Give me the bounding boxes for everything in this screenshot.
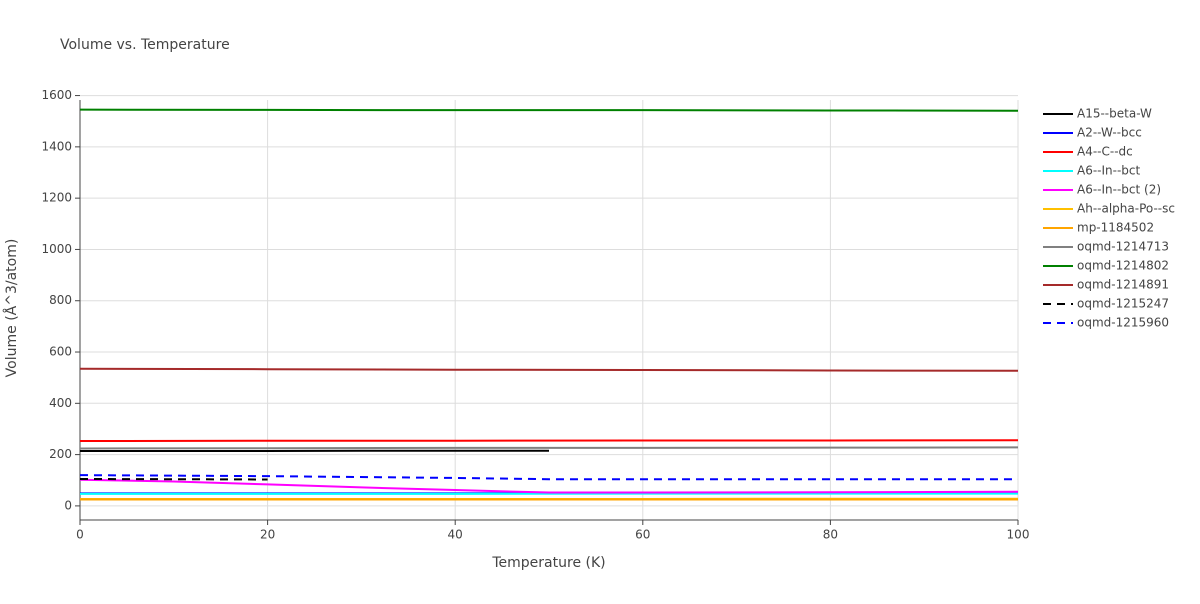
y-axis-title: Volume (Å^3/atom) xyxy=(3,239,20,378)
chart-title: Volume vs. Temperature xyxy=(60,37,230,53)
y-tick-label: 0 xyxy=(64,498,72,512)
legend-label: oqmd-1215247 xyxy=(1077,297,1169,311)
x-tick-label: 40 xyxy=(448,528,463,542)
legend-label: oqmd-1215960 xyxy=(1077,316,1169,330)
series-line xyxy=(80,110,1018,111)
x-tick-label: 20 xyxy=(260,528,275,542)
legend-label: A6--In--bct (2) xyxy=(1077,183,1161,197)
legend-label: mp-1184502 xyxy=(1077,221,1154,235)
y-tick-label: 1600 xyxy=(41,88,72,102)
legend-label: A15--beta-W xyxy=(1077,107,1152,121)
legend-label: oqmd-1214891 xyxy=(1077,278,1169,292)
y-tick-label: 1000 xyxy=(41,242,72,256)
y-tick-label: 600 xyxy=(49,345,72,359)
x-tick-label: 60 xyxy=(635,528,650,542)
series-line xyxy=(80,447,1018,448)
legend-label: oqmd-1214713 xyxy=(1077,240,1169,254)
x-tick-label: 80 xyxy=(823,528,838,542)
x-tick-label: 100 xyxy=(1007,528,1030,542)
legend-label: Ah--alpha-Po--sc xyxy=(1077,202,1175,216)
y-tick-label: 800 xyxy=(49,293,72,307)
y-tick-label: 400 xyxy=(49,396,72,410)
series-line xyxy=(80,440,1018,441)
series-line xyxy=(80,369,1018,371)
y-tick-label: 1200 xyxy=(41,191,72,205)
x-tick-label: 0 xyxy=(76,528,84,542)
series-line xyxy=(80,479,268,480)
x-axis-title: Temperature (K) xyxy=(491,555,605,571)
series-line xyxy=(80,480,1018,493)
legend-label: A4--C--dc xyxy=(1077,145,1133,159)
legend-label: A2--W--bcc xyxy=(1077,126,1142,140)
legend-label: A6--In--bct xyxy=(1077,164,1141,178)
legend-label: oqmd-1214802 xyxy=(1077,259,1169,273)
y-tick-label: 200 xyxy=(49,447,72,461)
y-tick-label: 1400 xyxy=(41,139,72,153)
